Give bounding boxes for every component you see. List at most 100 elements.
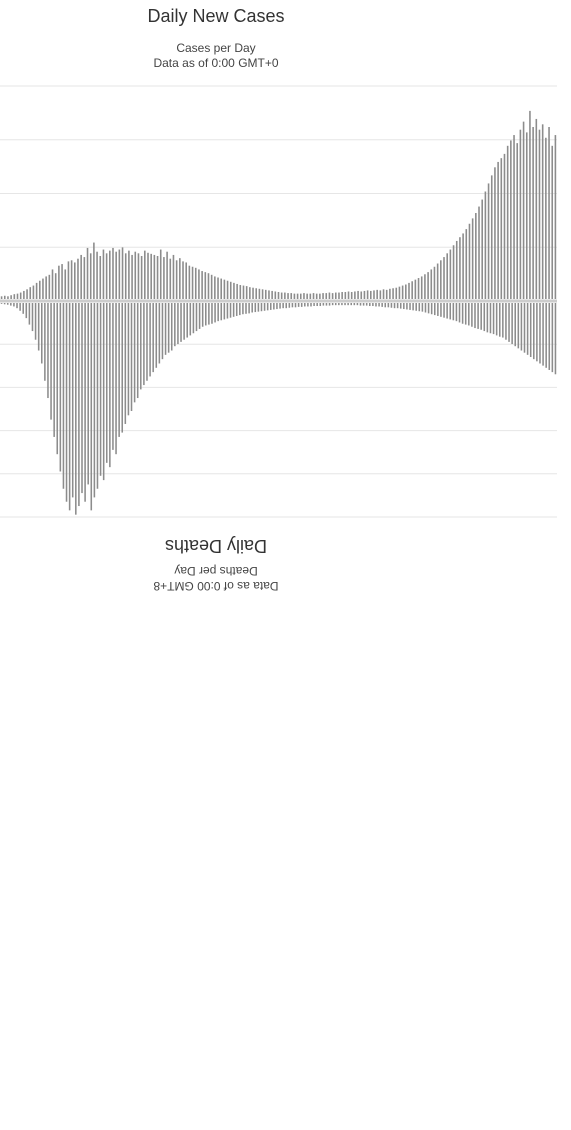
deaths-bar bbox=[78, 303, 80, 507]
cases-bar bbox=[516, 143, 519, 300]
deaths-bar bbox=[50, 303, 52, 420]
cases-bar bbox=[312, 293, 315, 299]
deaths-bar bbox=[62, 303, 65, 489]
cases-bar bbox=[102, 249, 105, 299]
cases-bar bbox=[198, 269, 200, 299]
deaths-bar bbox=[390, 303, 393, 308]
cases-bar bbox=[194, 267, 197, 299]
deaths-bar bbox=[257, 303, 260, 312]
deaths-bar bbox=[523, 303, 526, 353]
cases-bar bbox=[258, 288, 261, 299]
cases-bar bbox=[309, 293, 312, 300]
cases-bar bbox=[392, 288, 394, 299]
deaths-bar bbox=[201, 303, 204, 327]
cases-bar bbox=[54, 273, 57, 299]
deaths-bar bbox=[279, 303, 281, 309]
deaths-bar bbox=[359, 303, 362, 306]
deaths-bar bbox=[254, 303, 257, 313]
cases-bar bbox=[172, 254, 175, 299]
deaths-bar bbox=[353, 303, 356, 306]
deaths-bar bbox=[529, 303, 532, 357]
cases-chart-title: Daily New Cases bbox=[147, 6, 285, 26]
deaths-bar bbox=[514, 303, 516, 347]
deaths-bar bbox=[6, 303, 9, 305]
cases-bar bbox=[16, 293, 19, 300]
deaths-bar bbox=[356, 303, 359, 306]
cases-bar bbox=[51, 269, 54, 299]
deaths-bar bbox=[59, 303, 62, 472]
deaths-bar bbox=[269, 303, 272, 310]
deaths-bar bbox=[406, 303, 408, 310]
cases-bar bbox=[408, 282, 410, 300]
cases-bar bbox=[58, 265, 60, 300]
cases-bar bbox=[204, 272, 207, 300]
cases-bar bbox=[290, 293, 293, 299]
cases-bar bbox=[436, 263, 439, 299]
cases-bar bbox=[99, 256, 102, 299]
deaths-bar bbox=[146, 303, 148, 381]
deaths-bar bbox=[468, 303, 470, 326]
cases-bar bbox=[159, 249, 162, 299]
deaths-bar bbox=[449, 303, 452, 320]
cases-bar bbox=[293, 293, 296, 300]
cases-bar bbox=[487, 183, 490, 299]
cases-bar bbox=[287, 293, 289, 299]
cases-bar bbox=[42, 278, 44, 299]
deaths-bar bbox=[44, 303, 46, 381]
deaths-bar bbox=[75, 303, 77, 515]
cases-gridlines bbox=[0, 85, 557, 248]
deaths-bar bbox=[99, 303, 102, 476]
cases-bar bbox=[519, 129, 522, 299]
deaths-bar bbox=[232, 303, 235, 317]
cases-bar bbox=[478, 206, 480, 299]
cases-bar bbox=[341, 292, 343, 299]
deaths-bar bbox=[93, 303, 96, 498]
deaths-bar bbox=[502, 303, 504, 338]
deaths-bar bbox=[217, 303, 219, 322]
cases-bar bbox=[417, 278, 420, 299]
cases-bar bbox=[249, 287, 251, 299]
deaths-bar bbox=[195, 303, 198, 332]
deaths-bar bbox=[471, 303, 473, 327]
deaths-bar bbox=[87, 303, 89, 485]
cases-bar bbox=[74, 262, 76, 299]
deaths-bar bbox=[474, 303, 476, 329]
cases-bar bbox=[548, 127, 550, 299]
deaths-bar bbox=[0, 303, 3, 304]
cases-bar bbox=[366, 290, 369, 299]
cases-bar bbox=[26, 289, 28, 299]
cases-bar bbox=[328, 292, 331, 299]
deaths-bar bbox=[325, 303, 328, 306]
deaths-bar bbox=[520, 303, 523, 351]
cases-bar bbox=[554, 135, 557, 299]
deaths-bar bbox=[458, 303, 461, 323]
deaths-bar bbox=[235, 303, 238, 316]
cases-bar bbox=[268, 290, 270, 299]
cases-bar bbox=[389, 288, 391, 299]
cases-bar bbox=[331, 293, 334, 299]
cases-bar bbox=[175, 260, 178, 299]
cases-bar bbox=[452, 245, 455, 299]
deaths-bar bbox=[548, 303, 551, 370]
deaths-bar bbox=[158, 303, 161, 364]
cases-bars bbox=[0, 110, 557, 300]
deaths-bar bbox=[47, 303, 49, 399]
deaths-bar bbox=[276, 303, 278, 310]
deaths-bar bbox=[365, 303, 368, 306]
deaths-bar bbox=[16, 303, 18, 309]
cases-bar bbox=[541, 124, 544, 299]
cases-bar bbox=[446, 253, 448, 299]
deaths-bar bbox=[539, 303, 541, 364]
deaths-bar bbox=[13, 303, 15, 307]
cases-bar bbox=[284, 292, 286, 299]
deaths-bar bbox=[495, 303, 498, 336]
cases-bar bbox=[376, 289, 378, 299]
deaths-bar bbox=[208, 303, 210, 325]
cases-bar bbox=[121, 247, 124, 299]
deaths-bar bbox=[434, 303, 436, 316]
deaths-bar bbox=[421, 303, 424, 312]
deaths-bar bbox=[393, 303, 396, 309]
cases-bar bbox=[7, 296, 9, 299]
deaths-bar bbox=[505, 303, 507, 340]
deaths-bar bbox=[65, 303, 68, 502]
